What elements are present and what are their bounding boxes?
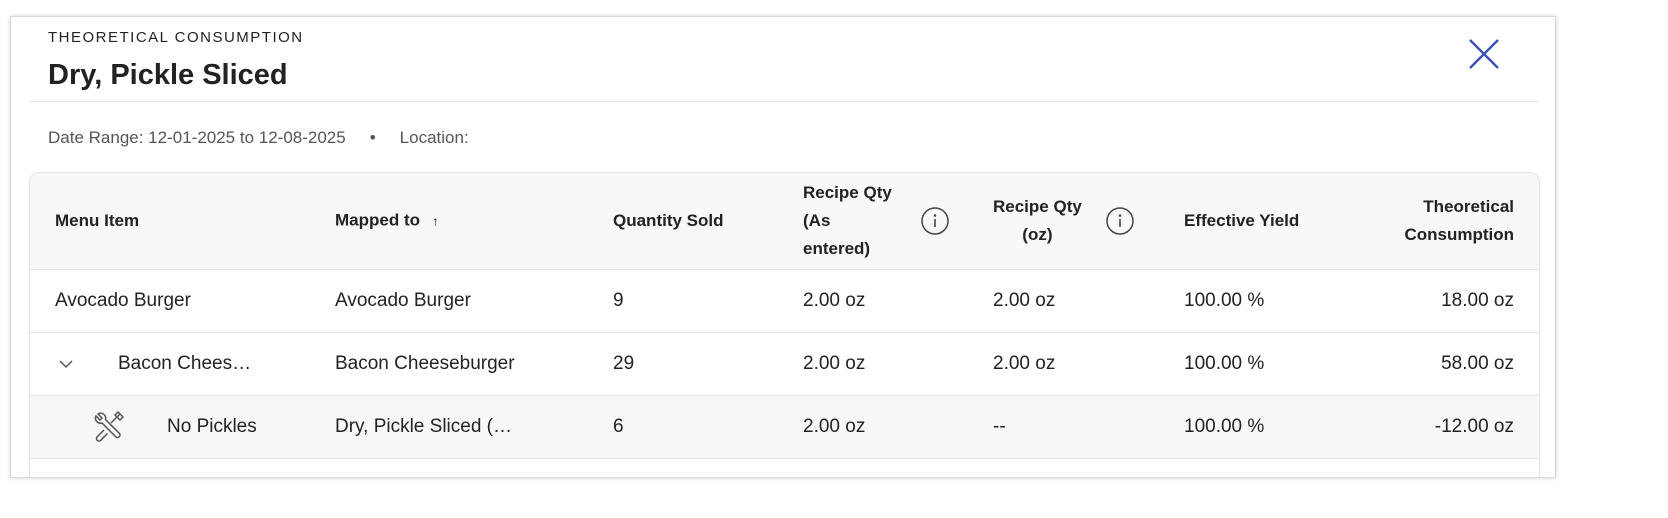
col-mapped-to-label: Mapped to (335, 210, 420, 230)
menu-item: Avocado Burger (55, 290, 191, 311)
modal-eyebrow: THEORETICAL CONSUMPTION (48, 29, 304, 46)
quantity-sold: 6 (613, 416, 624, 437)
divider (29, 101, 1539, 102)
table-row-partial (30, 459, 1539, 477)
theoretical-consumption: 58.00 oz (1441, 353, 1514, 374)
recipe-qty-oz: 2.00 oz (993, 353, 1056, 374)
separator: • (369, 128, 376, 147)
recipe-qty: 2.00 oz (803, 290, 866, 311)
col-recipe-qty-oz[interactable]: Recipe Qty (oz) (993, 193, 1082, 249)
table-row[interactable]: Bacon Chees… Bacon Cheeseburger 29 2.00 … (30, 333, 1539, 396)
date-range: Date Range: 12-01-2025 to 12-08-2025 (48, 128, 346, 147)
table-row[interactable]: No Pickles Dry, Pickle Sliced (… 6 2.00 … (30, 396, 1539, 459)
label-line: entered) (803, 239, 871, 258)
col-menu-item[interactable]: Menu Item (55, 211, 140, 230)
effective-yield: 100.00 % (1184, 353, 1265, 374)
col-effective-yield[interactable]: Effective Yield (1184, 211, 1300, 230)
theoretical-consumption-modal: THEORETICAL CONSUMPTION Dry, Pickle Slic… (10, 16, 1556, 478)
mapped-to: Avocado Burger (335, 290, 471, 311)
recipe-qty-oz: -- (993, 416, 1006, 437)
col-theoretical-consumption[interactable]: Theoretical Consumption (1404, 193, 1514, 249)
mapped-to: Bacon Cheeseburger (335, 353, 515, 374)
modal-title: Dry, Pickle Sliced (48, 59, 288, 91)
chevron-down-icon[interactable] (58, 359, 74, 369)
modifier-tools-icon (94, 410, 125, 442)
quantity-sold: 9 (613, 290, 624, 311)
sort-asc-icon: ↑ (432, 213, 439, 229)
theoretical-consumption: 18.00 oz (1441, 290, 1514, 311)
effective-yield: 100.00 % (1184, 416, 1265, 437)
col-mapped-to[interactable]: Mapped to ↑ (335, 207, 439, 236)
label-line: Theoretical (1423, 197, 1514, 216)
filter-summary: Date Range: 12-01-2025 to 12-08-2025 • L… (48, 128, 469, 148)
label-line: (oz) (1022, 225, 1053, 244)
table-header: Menu Item Mapped to ↑ Quantity Sold Recip… (30, 173, 1539, 270)
effective-yield: 100.00 % (1184, 290, 1265, 311)
recipe-qty: 2.00 oz (803, 353, 866, 374)
quantity-sold: 29 (613, 353, 635, 374)
consumption-table: Menu Item Mapped to ↑ Quantity Sold Recip… (29, 172, 1540, 477)
label-line: Recipe Qty (993, 197, 1082, 216)
label-line: Consumption (1404, 225, 1514, 244)
recipe-qty: 2.00 oz (803, 416, 866, 437)
col-quantity-sold[interactable]: Quantity Sold (613, 211, 724, 230)
location: Location: (399, 128, 469, 147)
menu-item: No Pickles (167, 416, 257, 437)
theoretical-consumption: -12.00 oz (1434, 416, 1514, 437)
mapped-to: Dry, Pickle Sliced (… (335, 416, 513, 437)
label-line: Recipe Qty (803, 183, 892, 202)
label-line: (As (803, 211, 831, 230)
recipe-qty-oz: 2.00 oz (993, 290, 1056, 311)
info-icon[interactable] (1105, 206, 1135, 236)
menu-item: Bacon Chees… (118, 353, 252, 374)
info-icon[interactable] (920, 206, 950, 236)
table-row[interactable]: Avocado Burger Avocado Burger 9 2.00 oz … (30, 270, 1539, 333)
col-recipe-qty[interactable]: Recipe Qty (As entered) (803, 179, 892, 263)
close-icon[interactable] (1467, 37, 1501, 71)
